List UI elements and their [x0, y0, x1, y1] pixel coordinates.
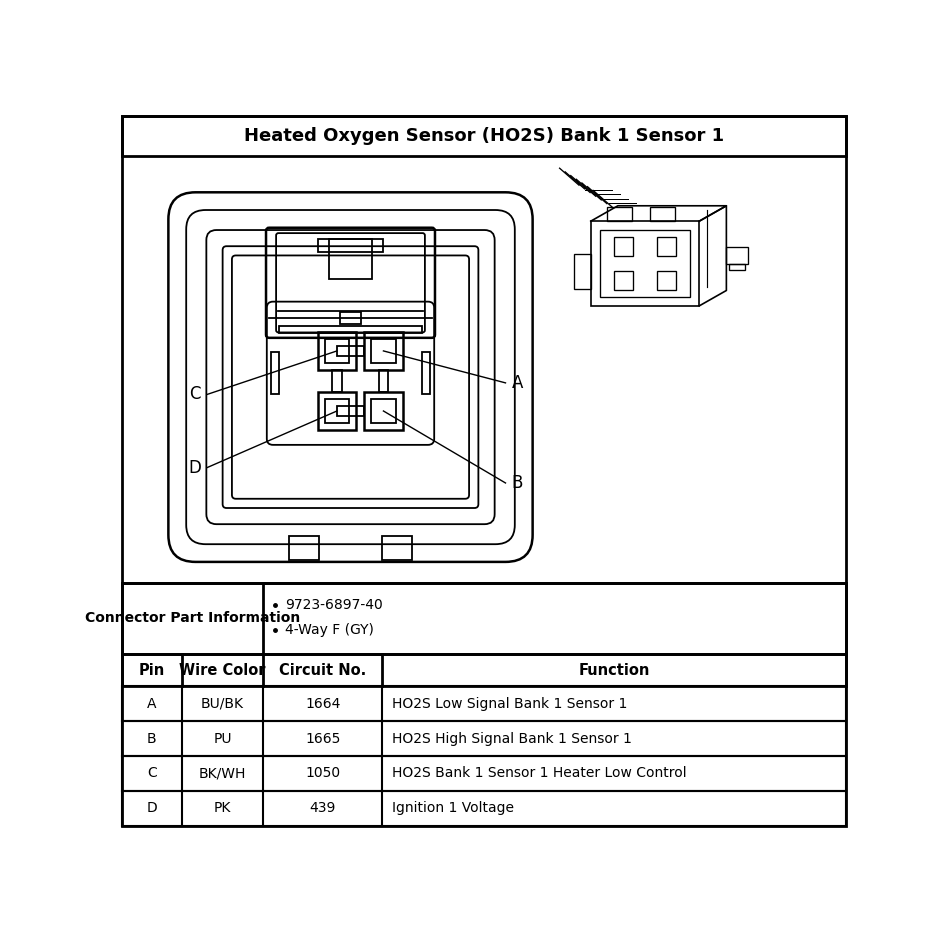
Bar	[332, 370, 342, 391]
Bar	[122, 686, 846, 721]
Text: Function: Function	[579, 663, 649, 678]
Bar	[591, 221, 700, 306]
Text: C: C	[190, 386, 201, 404]
Bar	[382, 537, 412, 559]
Text: Circuit No.: Circuit No.	[279, 663, 366, 678]
Text: 1050: 1050	[305, 766, 340, 780]
Text: Connector Part Information: Connector Part Information	[85, 611, 300, 625]
Bar	[607, 207, 632, 221]
Bar	[726, 247, 748, 264]
Text: B: B	[512, 474, 523, 492]
Bar	[325, 399, 349, 423]
Text: HO2S Bank 1 Sensor 1 Heater Low Control: HO2S Bank 1 Sensor 1 Heater Low Control	[392, 766, 686, 780]
Bar	[122, 790, 846, 826]
Text: Heated Oxygen Sensor (HO2S) Bank 1 Sensor 1: Heated Oxygen Sensor (HO2S) Bank 1 Senso…	[244, 127, 724, 144]
Bar	[317, 332, 356, 370]
Text: Pin: Pin	[139, 663, 165, 678]
Bar	[600, 230, 690, 296]
Bar	[122, 721, 846, 756]
Text: HO2S Low Signal Bank 1 Sensor 1: HO2S Low Signal Bank 1 Sensor 1	[392, 697, 627, 711]
Text: C: C	[147, 766, 157, 780]
Bar	[371, 399, 396, 423]
Text: HO2S High Signal Bank 1 Sensor 1: HO2S High Signal Bank 1 Sensor 1	[392, 732, 632, 746]
Bar	[122, 583, 846, 654]
Bar	[657, 271, 676, 291]
Bar	[122, 116, 846, 156]
Bar	[730, 264, 745, 269]
Text: Wire Color: Wire Color	[179, 663, 266, 678]
Bar	[379, 370, 388, 391]
Bar	[614, 237, 633, 255]
Bar	[317, 239, 383, 253]
Bar	[329, 239, 372, 279]
Bar	[337, 347, 364, 355]
Bar	[364, 332, 403, 370]
Text: D: D	[146, 802, 158, 816]
Text: 439: 439	[310, 802, 336, 816]
Bar	[122, 654, 846, 686]
Bar	[574, 254, 591, 289]
Bar	[340, 311, 362, 324]
Text: Ignition 1 Voltage: Ignition 1 Voltage	[392, 802, 514, 816]
Text: 9723-6897-40: 9723-6897-40	[285, 598, 382, 612]
Bar	[272, 352, 279, 394]
Text: PU: PU	[213, 732, 231, 746]
Text: 1664: 1664	[305, 697, 341, 711]
Bar	[614, 271, 633, 291]
Bar	[422, 352, 430, 394]
Bar	[289, 537, 319, 559]
Bar	[657, 237, 676, 255]
Bar	[371, 338, 396, 363]
Text: D: D	[188, 459, 201, 476]
Bar	[279, 325, 422, 334]
Bar	[650, 207, 675, 221]
Text: 1665: 1665	[305, 732, 341, 746]
Text: BK/WH: BK/WH	[199, 766, 246, 780]
Bar	[337, 406, 364, 416]
Text: PK: PK	[213, 802, 231, 816]
Bar	[325, 338, 349, 363]
Text: BU/BK: BU/BK	[201, 697, 244, 711]
Text: 4-Way F (GY): 4-Way F (GY)	[285, 624, 374, 637]
Text: A: A	[512, 374, 523, 391]
Text: A: A	[147, 697, 157, 711]
Text: B: B	[147, 732, 157, 746]
Bar	[364, 391, 403, 431]
Bar	[317, 391, 356, 431]
Bar	[122, 756, 846, 790]
